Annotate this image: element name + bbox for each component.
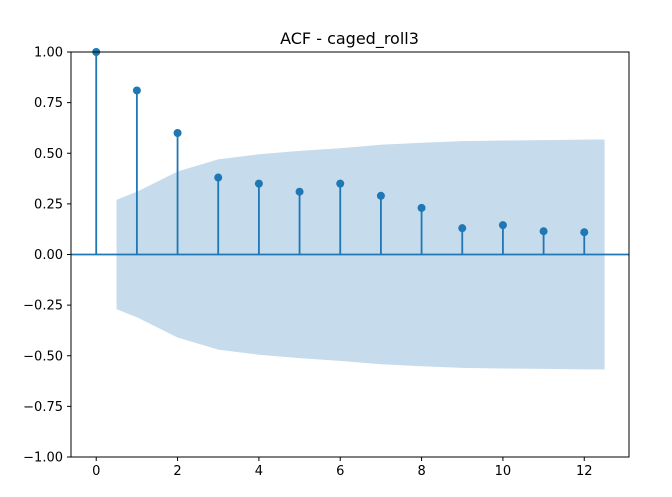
y-tick-label: −1.00 [23,451,63,466]
y-tick-label: 0.75 [34,96,63,111]
acf-point [580,228,589,237]
y-tick-label: 0.00 [34,248,63,263]
axes-layer: 0 2 4 6 8 10 12 −1.00 −0.75 −0.50 −0.25 0.00 0.25 0.5… [23,46,630,479]
x-tick-label: 8 [417,464,425,479]
stem-layer [71,48,629,256]
x-tick-label: 12 [576,464,593,479]
acf-point [214,173,223,182]
chart-title: ACF - caged_roll3 [280,29,419,49]
acf-point [254,179,263,188]
x-tick-label: 10 [495,464,512,479]
acf-point [376,191,385,200]
acf-point [417,203,426,212]
y-tick-label: 0.25 [34,197,63,212]
acf-point [458,224,467,233]
acf-point [336,179,345,188]
y-tick-label: −0.75 [23,400,63,415]
acf-point [295,187,304,196]
acf-point [539,227,548,236]
x-tick-label: 2 [173,464,181,479]
y-tick-label: 1.00 [34,46,63,61]
acf-point [173,129,182,137]
y-tick-label: −0.25 [23,299,63,314]
x-tick-label: 6 [336,464,344,479]
acf-point [132,86,141,95]
y-tick-label: −0.50 [23,349,63,364]
y-tick-label: 0.50 [34,147,63,162]
acf-point [498,221,507,230]
x-tick-label: 0 [92,464,100,479]
x-tick-label: 4 [255,464,263,479]
